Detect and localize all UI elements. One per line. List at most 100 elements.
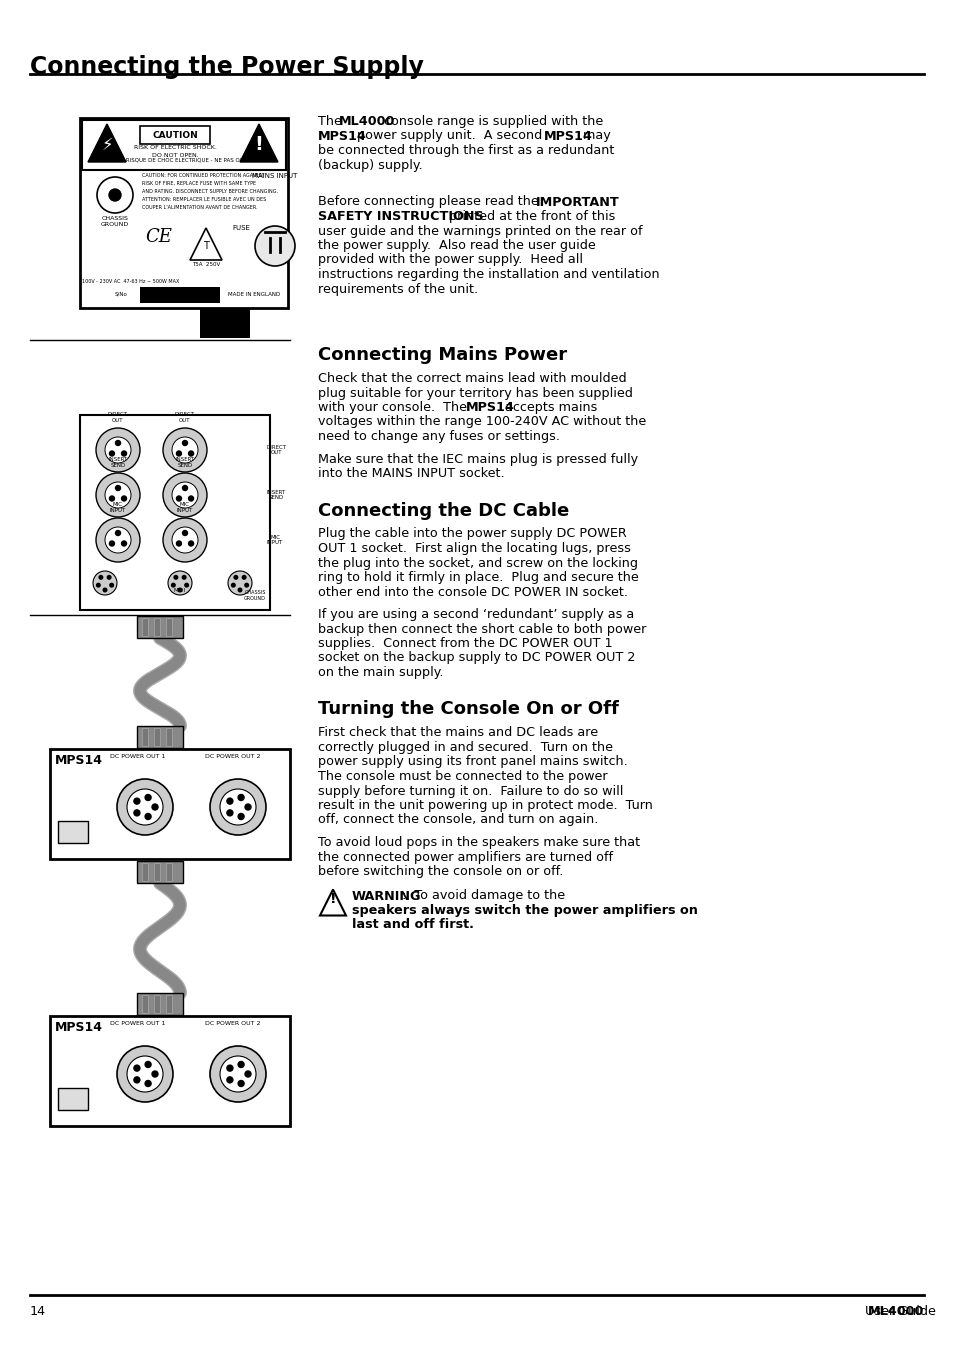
- Bar: [140, 286, 220, 303]
- Circle shape: [110, 496, 114, 501]
- Bar: [140, 126, 210, 145]
- Bar: [153, 994, 160, 1013]
- Bar: [50, 748, 290, 859]
- Text: supplies.  Connect from the DC POWER OUT 1: supplies. Connect from the DC POWER OUT …: [317, 638, 612, 650]
- Text: Turning the Console On or Off: Turning the Console On or Off: [317, 701, 618, 719]
- Text: MADE IN ENGLAND: MADE IN ENGLAND: [228, 292, 280, 296]
- Text: T5A  250V: T5A 250V: [192, 262, 220, 267]
- Text: CAUTION: CAUTION: [152, 131, 197, 139]
- Text: DC POWER OUT 1: DC POWER OUT 1: [110, 754, 165, 759]
- Circle shape: [145, 1062, 151, 1067]
- Circle shape: [245, 804, 251, 811]
- Circle shape: [172, 584, 175, 586]
- Circle shape: [115, 531, 120, 535]
- Circle shape: [220, 789, 255, 825]
- Circle shape: [127, 1056, 163, 1092]
- Text: (backup) supply.: (backup) supply.: [317, 158, 422, 172]
- Circle shape: [121, 540, 127, 546]
- Text: MPS14: MPS14: [55, 754, 103, 767]
- Text: be connected through the first as a redundant: be connected through the first as a redu…: [317, 145, 614, 157]
- Circle shape: [227, 798, 233, 804]
- Circle shape: [242, 576, 246, 580]
- Bar: [137, 993, 183, 1015]
- Text: DIRECT
OUT: DIRECT OUT: [267, 444, 287, 455]
- Text: !: !: [330, 892, 335, 905]
- Circle shape: [133, 798, 140, 804]
- Bar: [142, 863, 148, 881]
- Text: accepts mains: accepts mains: [500, 401, 597, 413]
- Circle shape: [96, 428, 140, 471]
- Text: SAFETY INSTRUCTIONS: SAFETY INSTRUCTIONS: [317, 209, 483, 223]
- Text: AVIS: RISQUE DE CHOC ELECTRIQUE - NE PAS OUVRIR.: AVIS: RISQUE DE CHOC ELECTRIQUE - NE PAS…: [110, 158, 258, 163]
- Text: DIRECT
OUT: DIRECT OUT: [174, 412, 194, 423]
- Circle shape: [117, 1046, 172, 1102]
- Circle shape: [145, 1081, 151, 1086]
- Text: Connecting the Power Supply: Connecting the Power Supply: [30, 55, 423, 78]
- Text: DC POWER OUT 2: DC POWER OUT 2: [205, 754, 260, 759]
- Text: instructions regarding the installation and ventilation: instructions regarding the installation …: [317, 267, 659, 281]
- Text: MIDI: MIDI: [173, 588, 186, 593]
- Circle shape: [238, 1062, 244, 1067]
- Circle shape: [210, 1046, 266, 1102]
- Text: INSERT
SEND: INSERT SEND: [267, 489, 286, 500]
- Text: the power supply.  Also read the user guide: the power supply. Also read the user gui…: [317, 239, 595, 253]
- Circle shape: [163, 473, 207, 517]
- Text: power supply using its front panel mains switch.: power supply using its front panel mains…: [317, 755, 627, 769]
- Text: MIC
INPUT: MIC INPUT: [267, 535, 283, 546]
- Text: ring to hold it firmly in place.  Plug and secure the: ring to hold it firmly in place. Plug an…: [317, 571, 639, 584]
- Circle shape: [172, 527, 198, 553]
- Circle shape: [227, 1065, 233, 1071]
- Text: voltages within the range 100-240V AC without the: voltages within the range 100-240V AC wi…: [317, 416, 645, 428]
- Circle shape: [103, 588, 107, 592]
- Text: requirements of the unit.: requirements of the unit.: [317, 282, 477, 296]
- Bar: [166, 863, 172, 881]
- Circle shape: [117, 780, 172, 835]
- Text: user guide and the warnings printed on the rear of: user guide and the warnings printed on t…: [317, 224, 641, 238]
- Circle shape: [172, 436, 198, 463]
- Text: DC POWER OUT 1: DC POWER OUT 1: [110, 1021, 165, 1025]
- Text: backup then connect the short cable to both power: backup then connect the short cable to b…: [317, 623, 646, 635]
- Circle shape: [107, 576, 111, 580]
- Circle shape: [189, 496, 193, 501]
- Text: FUSE: FUSE: [232, 226, 250, 231]
- Text: DC POWER OUT 2: DC POWER OUT 2: [205, 1021, 260, 1025]
- Text: DO NOT OPEN.: DO NOT OPEN.: [152, 153, 198, 158]
- Circle shape: [109, 189, 121, 201]
- Bar: [82, 120, 286, 170]
- Text: MAINS INPUT: MAINS INPUT: [252, 173, 297, 178]
- Text: OUT 1 socket.  First align the locating lugs, press: OUT 1 socket. First align the locating l…: [317, 542, 630, 555]
- Bar: [200, 308, 250, 338]
- Text: CHASSIS
GROUND: CHASSIS GROUND: [101, 216, 129, 227]
- Polygon shape: [88, 124, 126, 162]
- Text: CHASSIS
GROUND: CHASSIS GROUND: [244, 590, 266, 601]
- Text: WARNING: WARNING: [352, 889, 421, 902]
- Circle shape: [228, 571, 252, 594]
- Circle shape: [133, 809, 140, 816]
- Text: S/No: S/No: [115, 292, 128, 296]
- Bar: [153, 863, 160, 881]
- Text: speakers always switch the power amplifiers on: speakers always switch the power amplifi…: [352, 904, 698, 917]
- Text: If you are using a second ‘redundant’ supply as a: If you are using a second ‘redundant’ su…: [317, 608, 634, 621]
- Text: !: !: [254, 135, 263, 154]
- Circle shape: [232, 584, 234, 586]
- Circle shape: [245, 584, 248, 586]
- Text: last and off first.: last and off first.: [352, 919, 474, 931]
- Circle shape: [133, 1065, 140, 1071]
- Text: Make sure that the IEC mains plug is pressed fully: Make sure that the IEC mains plug is pre…: [317, 453, 638, 466]
- Circle shape: [145, 813, 151, 820]
- Text: ML4000: ML4000: [866, 1305, 923, 1319]
- Text: result in the unit powering up in protect mode.  Turn: result in the unit powering up in protec…: [317, 798, 652, 812]
- Bar: [153, 617, 160, 636]
- Circle shape: [115, 485, 120, 490]
- Circle shape: [163, 428, 207, 471]
- Circle shape: [238, 1081, 244, 1086]
- Text: T: T: [203, 240, 209, 250]
- Text: INSERT
SEND: INSERT SEND: [175, 457, 194, 467]
- Text: To avoid loud pops in the speakers make sure that: To avoid loud pops in the speakers make …: [317, 836, 639, 848]
- Circle shape: [172, 482, 198, 508]
- Circle shape: [127, 789, 163, 825]
- Text: ML4000: ML4000: [338, 115, 395, 128]
- Text: AND RATING. DISCONNECT SUPPLY BEFORE CHANGING.: AND RATING. DISCONNECT SUPPLY BEFORE CHA…: [142, 189, 277, 195]
- Text: printed at the front of this: printed at the front of this: [444, 209, 615, 223]
- Circle shape: [168, 571, 192, 594]
